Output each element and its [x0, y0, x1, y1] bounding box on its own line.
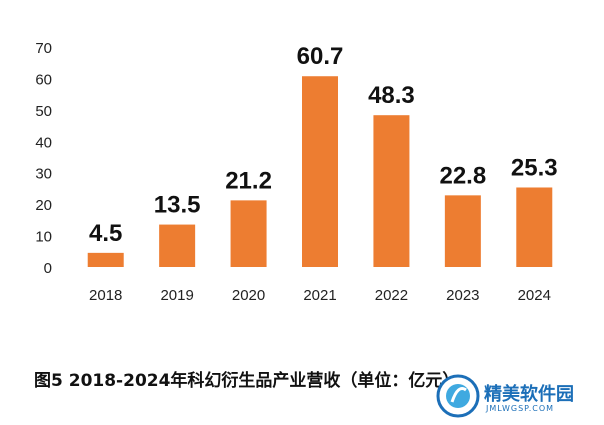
watermark-logo: 精美软件园 JMLWGSP.COM — [436, 374, 596, 422]
x-tick-label: 2019 — [160, 287, 193, 304]
y-tick-label: 70 — [35, 40, 52, 57]
bar — [302, 76, 338, 267]
y-tick-label: 30 — [35, 166, 52, 183]
watermark-text: 精美软件园 — [484, 384, 574, 405]
data-label: 60.7 — [297, 43, 344, 70]
bar — [230, 200, 267, 267]
bar-chart: 0 10 20 30 40 50 60 70 4.5 2018 13.5 2019 21.2 2020 60… — [35, 40, 558, 304]
bar — [159, 224, 196, 267]
data-label: 22.8 — [439, 162, 486, 189]
y-tick-label: 50 — [35, 103, 52, 120]
bar — [373, 115, 410, 267]
x-tick-label: 2022 — [375, 287, 408, 304]
y-tick-label: 0 — [44, 260, 52, 277]
data-label: 48.3 — [368, 82, 415, 109]
bar — [516, 187, 553, 267]
y-tick-label: 40 — [35, 134, 52, 151]
chart-caption: 图5 2018-2024年科幻衍生品产业营收（单位：亿元） — [34, 371, 460, 391]
y-tick-label: 10 — [35, 229, 52, 246]
bar — [444, 195, 481, 267]
y-tick-label: 60 — [35, 71, 52, 88]
x-tick-label: 2021 — [303, 287, 336, 304]
y-tick-label: 20 — [35, 197, 52, 214]
watermark-subtext: JMLWGSP.COM — [486, 404, 555, 413]
bar — [87, 252, 124, 267]
x-tick-label: 2023 — [446, 287, 479, 304]
logo-icon — [436, 374, 480, 418]
data-label: 21.2 — [225, 167, 272, 194]
x-tick-label: 2018 — [89, 287, 122, 304]
x-tick-label: 2024 — [518, 287, 551, 304]
data-label: 25.3 — [511, 154, 558, 181]
data-label: 13.5 — [154, 192, 201, 219]
data-label: 4.5 — [89, 220, 122, 247]
x-tick-label: 2020 — [232, 287, 265, 304]
